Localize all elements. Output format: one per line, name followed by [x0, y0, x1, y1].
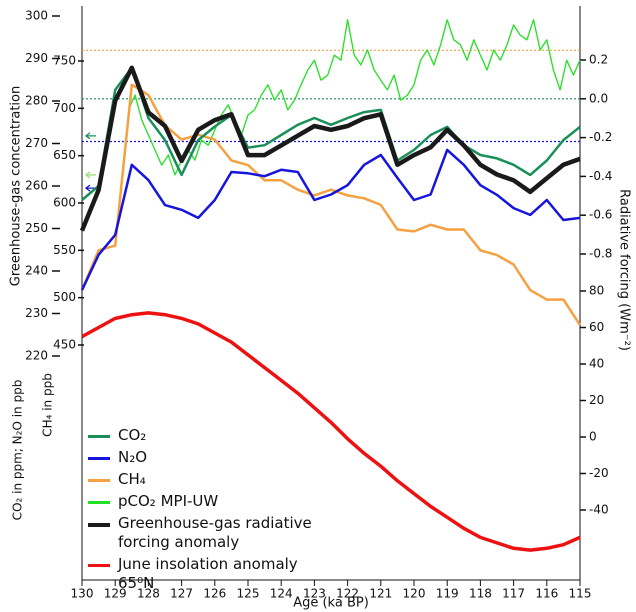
legend-swatch: [88, 564, 110, 567]
legend-label: Greenhouse-gas radiative forcing anomaly: [118, 514, 312, 551]
legend-entry: Greenhouse-gas radiative forcing anomaly: [88, 514, 348, 552]
y4-tick-label: 80: [589, 284, 604, 298]
y3-tick-label: -0.8: [589, 247, 612, 261]
x-tick-label: 118: [469, 587, 492, 601]
y3-tick-label: 0.0: [589, 91, 608, 105]
x-tick-label: 120: [403, 587, 426, 601]
x-tick-label: 116: [535, 587, 558, 601]
x-tick-label: 126: [203, 587, 226, 601]
legend-swatch: [88, 435, 110, 438]
y3-axis-label: Radiative forcing (Wm⁻²): [617, 189, 632, 351]
legend-entry: N₂O: [88, 448, 348, 467]
legend-label: CO₂: [118, 426, 147, 444]
arrow-marker: [84, 171, 96, 179]
y4-tick-label: -40: [589, 503, 609, 517]
y3-tick-label: -0.2: [589, 130, 612, 144]
y2-axis-label: CH₄ in ppb: [41, 373, 55, 437]
legend-label: pCO₂ MPI-UW: [118, 492, 219, 510]
y2-tick-label: 700: [53, 101, 76, 115]
y2-tick-label: 450: [53, 338, 76, 352]
legend-label: June insolation anomaly 65⁰N: [118, 555, 298, 592]
y2-tick-label: 750: [53, 54, 76, 68]
x-tick-label: 124: [270, 587, 293, 601]
x-tick-label: 123: [303, 587, 326, 601]
series-line: [80, 148, 581, 291]
legend-entry: CH₄: [88, 470, 348, 489]
y-axis-label: Greenhouse-gas concentration: [9, 86, 24, 286]
legend-swatch: [88, 501, 110, 504]
x-axis-label: Age (ka BP): [293, 596, 369, 611]
y4-tick-label: 20: [589, 393, 604, 407]
series-line: [79, 65, 581, 232]
y3-tick-label: -0.6: [589, 208, 612, 222]
x-tick-label: 119: [436, 587, 459, 601]
legend-label: CH₄: [118, 470, 146, 488]
y-tick-label: 260: [25, 179, 48, 193]
x-tick-label: 127: [170, 587, 193, 601]
x-tick-label: 121: [369, 587, 392, 601]
y2-tick-label: 650: [53, 148, 76, 162]
y3-tick-label: -0.4: [589, 169, 612, 183]
y4-tick-label: 0: [589, 430, 597, 444]
y2-tick-label: 550: [53, 243, 76, 257]
x-tick-label: 117: [502, 587, 525, 601]
y-tick-label: 230: [25, 306, 48, 320]
legend: CO₂ N₂O CH₄ pCO₂ MPI-UW Greenhouse-gas radia…: [88, 426, 348, 596]
legend-swatch: [88, 479, 110, 482]
series-line: [127, 19, 581, 176]
x-tick-label: 122: [336, 587, 359, 601]
legend-entry: June insolation anomaly 65⁰N: [88, 555, 348, 593]
y-tick-label: 270: [25, 136, 48, 150]
y2-tick-label: 500: [53, 290, 76, 304]
y-tick-label: 240: [25, 264, 48, 278]
x-tick-label: 129: [104, 587, 127, 601]
x-tick-label: 128: [137, 587, 160, 601]
series-line: [81, 66, 581, 201]
arrow-marker: [84, 132, 96, 140]
legend-swatch: [88, 457, 110, 460]
y-tick-label: 280: [25, 94, 48, 108]
y-tick-label: 220: [25, 349, 48, 363]
y4-tick-label: -20: [589, 466, 609, 480]
legend-entry: CO₂: [88, 426, 348, 445]
x-tick-label: 125: [237, 587, 260, 601]
y-tick-label: 250: [25, 221, 48, 235]
x-tick-label: 115: [569, 587, 592, 601]
y-tick-label: 290: [25, 51, 48, 65]
series-line: [81, 311, 581, 552]
y2-tick-label: 600: [53, 196, 76, 210]
x-tick-label: 130: [71, 587, 94, 601]
y-tick-label: 300: [25, 9, 48, 23]
y-axis-sublabel: CO₂ in ppm; N₂O in ppb: [11, 380, 25, 521]
y3-tick-label: 0.2: [589, 53, 608, 67]
y4-tick-label: 40: [589, 357, 604, 371]
legend-label: N₂O: [118, 448, 148, 466]
y4-tick-label: 60: [589, 320, 604, 334]
legend-swatch: [88, 523, 110, 527]
legend-entry: pCO₂ MPI-UW: [88, 492, 348, 511]
